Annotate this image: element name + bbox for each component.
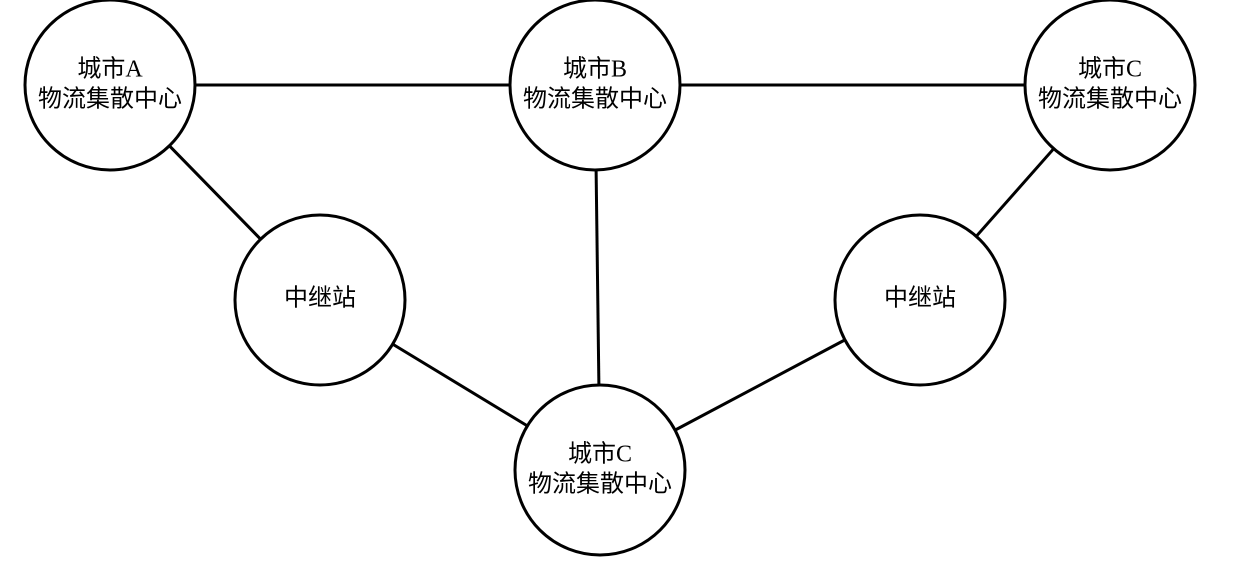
node-relay_left: 中继站 [235,215,405,385]
node-cityA: 城市A 物流集散中心 [25,0,195,170]
node-label1-cityA: 城市A [77,56,143,83]
node-circle-cityC_top [1025,0,1195,170]
node-circle-cityA [25,0,195,170]
node-label1-cityB: 城市B [563,56,627,83]
node-cityB: 城市B 物流集散中心 [510,0,680,170]
node-label1-cityC_bottom: 城市C [568,441,632,468]
nodes-group: 城市A物流集散中心城市B物流集散中心城市C物流集散中心中继站中继站城市C物流集散… [25,0,1195,555]
node-label2-cityC_top: 物流集散中心 [1038,86,1182,113]
node-circle-cityB [510,0,680,170]
node-relay_right: 中继站 [835,215,1005,385]
edge-cityB-cityC_bottom [596,170,599,385]
node-label-relay_left: 中继站 [284,285,356,312]
node-cityC_bottom: 城市C 物流集散中心 [515,385,685,555]
node-label2-cityA: 物流集散中心 [38,86,182,113]
edge-relay_right-cityC_bottom [675,340,845,430]
edge-cityC_top-relay_right [976,149,1053,237]
node-label2-cityB: 物流集散中心 [523,86,667,113]
node-label1-cityC_top: 城市C [1078,56,1142,83]
node-cityC_top: 城市C 物流集散中心 [1025,0,1195,170]
node-label2-cityC_bottom: 物流集散中心 [528,471,672,498]
edge-relay_left-cityC_bottom [393,344,528,426]
node-label-relay_right: 中继站 [884,285,956,312]
edge-cityA-relay_left [169,146,260,239]
network-diagram: 城市A物流集散中心城市B物流集散中心城市C物流集散中心中继站中继站城市C物流集散… [0,0,1239,584]
node-circle-cityC_bottom [515,385,685,555]
